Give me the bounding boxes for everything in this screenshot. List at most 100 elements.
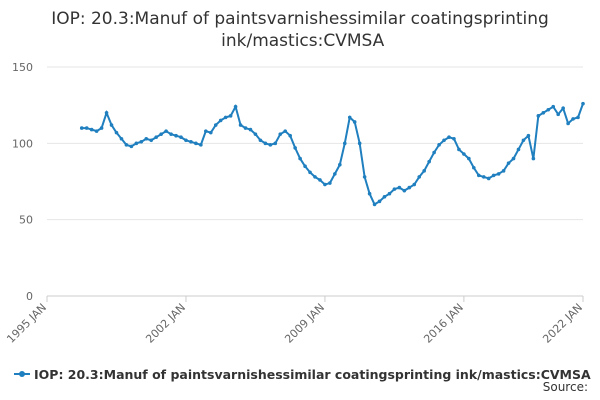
point [199,143,203,147]
legend-dot [19,371,25,377]
x-tick-label: 1995 JAN [4,301,49,346]
point [313,175,317,179]
point [114,130,119,135]
point [467,156,471,161]
point [362,175,367,179]
point [342,141,347,146]
point [293,146,297,150]
point [189,140,193,144]
point [357,141,362,146]
y-tick-label: 0 [26,290,33,303]
point [447,135,451,140]
point [476,173,481,178]
point [521,138,526,143]
point [412,182,417,187]
point [581,101,585,106]
point [333,172,337,176]
point [288,133,292,138]
point [238,123,243,127]
point [501,169,506,173]
point [134,141,139,146]
point [338,162,342,167]
point [422,169,426,173]
point [566,121,570,126]
point [273,141,278,146]
point [179,135,183,140]
y-tick-label: 150 [12,61,33,74]
legend-label: IOP: 20.3:Manuf of paintsvarnishessimila… [34,367,591,382]
point [486,176,491,181]
point [506,161,511,165]
point [89,127,94,132]
chart-title: IOP: 20.3:Manuf of paintsvarnishessimila… [51,9,549,51]
point [328,181,332,185]
point [481,175,486,179]
point [352,120,357,124]
point [303,164,307,169]
point [462,152,466,156]
point [457,147,461,152]
point [437,143,441,147]
point [372,202,377,207]
point [94,129,99,133]
point [347,115,352,120]
point [561,106,565,111]
point [546,107,551,112]
point [496,172,501,176]
point [442,138,446,143]
point [228,114,233,118]
point [119,136,124,141]
point [258,138,263,143]
point [452,136,456,141]
y-tick-label: 100 [12,137,33,150]
point [218,118,223,123]
point [174,133,178,138]
point [109,123,114,127]
x-tick-label: 2009 JAN [282,301,327,346]
point [208,130,213,135]
y-tick-label: 50 [19,214,33,227]
point [402,188,407,193]
point [536,114,541,118]
point [571,117,575,121]
series-line [81,103,584,206]
point [576,115,580,120]
point [283,129,288,133]
point [194,141,198,146]
point [129,144,134,149]
point [318,178,322,182]
point [377,199,382,204]
point [253,132,258,136]
point [159,132,163,136]
point [511,156,516,161]
point [268,143,273,147]
point [417,175,422,179]
point [432,150,436,155]
point [526,133,531,138]
point [233,104,238,109]
point [367,191,372,196]
point [516,147,521,152]
point [84,126,89,130]
x-tick-label: 2022 JAN [540,301,585,346]
point [298,156,302,161]
point [531,156,536,161]
point [149,138,154,143]
point [472,165,476,170]
x-tick-label: 2016 JAN [421,301,466,346]
point [556,112,560,117]
point [223,115,228,120]
point [139,140,144,144]
point [407,185,412,190]
point [551,104,556,109]
point [323,182,327,187]
point [243,126,248,130]
point [213,123,218,127]
point [164,129,168,133]
point [124,143,129,147]
point [104,111,109,115]
point [99,126,104,130]
point [392,187,397,191]
